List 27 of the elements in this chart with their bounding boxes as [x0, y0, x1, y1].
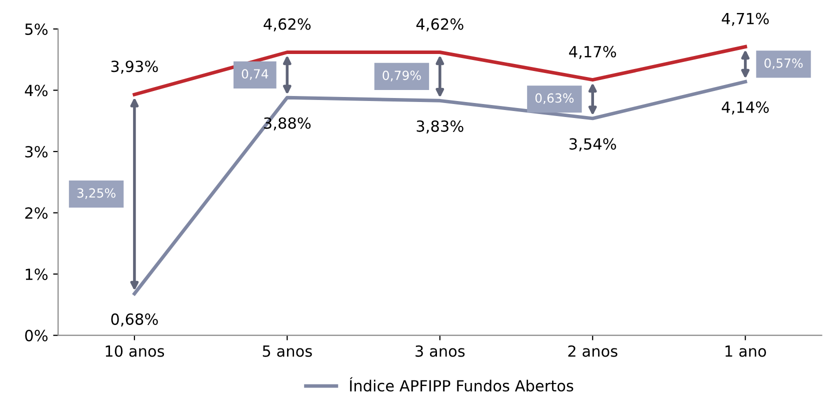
y-tick-label: 2%: [25, 207, 48, 219]
data-label: 3,54%: [570, 138, 616, 152]
y-tick-label: 1%: [26, 268, 48, 280]
data-label: 4,71%: [722, 12, 769, 26]
y-tick-label: 0%: [25, 330, 48, 342]
data-label: 3,83%: [416, 120, 464, 134]
data-label: 4,62%: [416, 18, 464, 32]
data-label: 4,17%: [569, 46, 616, 59]
annotation: 0,74: [242, 69, 268, 80]
annotation: 0,63%: [535, 93, 574, 104]
x-tick-label: 3 anos: [416, 345, 465, 357]
y-tick-label: 3%: [25, 146, 48, 158]
annotation: 3,25%: [77, 188, 116, 200]
data-label: 0,68%: [111, 313, 158, 327]
x-tick-label: 10 anos: [106, 345, 164, 357]
legend-label: Índice APFIPP Fundos Abertos: [350, 377, 574, 392]
y-tick-label: 5%: [25, 23, 48, 35]
y-tick-label: 4%: [24, 84, 48, 96]
data-label: 4,14%: [722, 101, 769, 115]
data-label: 3,88%: [264, 117, 311, 130]
x-tick-label: 2 anos: [568, 345, 618, 357]
data-label: 4,62%: [264, 18, 311, 32]
annotation: 0,79%: [382, 70, 421, 82]
annotation: 0,57%: [764, 58, 803, 70]
x-tick-label: 1 ano: [726, 346, 766, 357]
x-tick-label: 5 anos: [262, 346, 312, 357]
data-label: 3,93%: [111, 60, 158, 74]
